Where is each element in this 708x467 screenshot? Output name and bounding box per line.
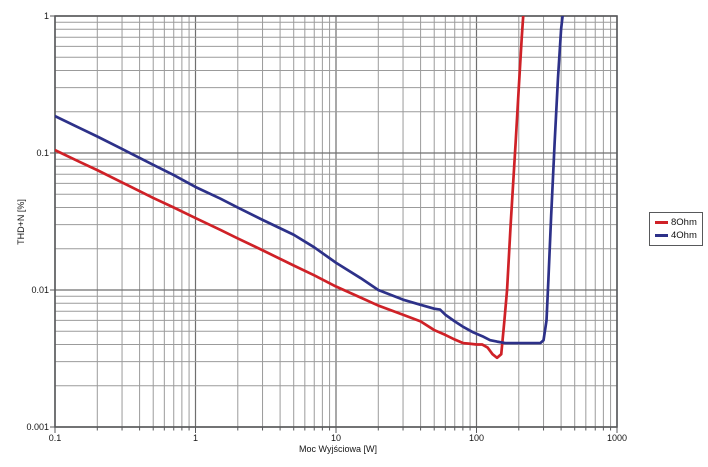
legend: 8Ohm 4Ohm xyxy=(649,212,703,246)
legend-item-8ohm: 8Ohm xyxy=(655,217,697,228)
legend-label-4ohm: 4Ohm xyxy=(671,230,697,241)
legend-swatch-4ohm-icon xyxy=(655,234,668,237)
y-axis-title: THD+N [%] xyxy=(16,199,26,245)
legend-item-4ohm: 4Ohm xyxy=(655,230,697,241)
x-axis-title: Moc Wyjściowa [W] xyxy=(299,444,377,454)
legend-swatch-8ohm-icon xyxy=(655,221,668,224)
legend-label-8ohm: 8Ohm xyxy=(671,217,697,228)
